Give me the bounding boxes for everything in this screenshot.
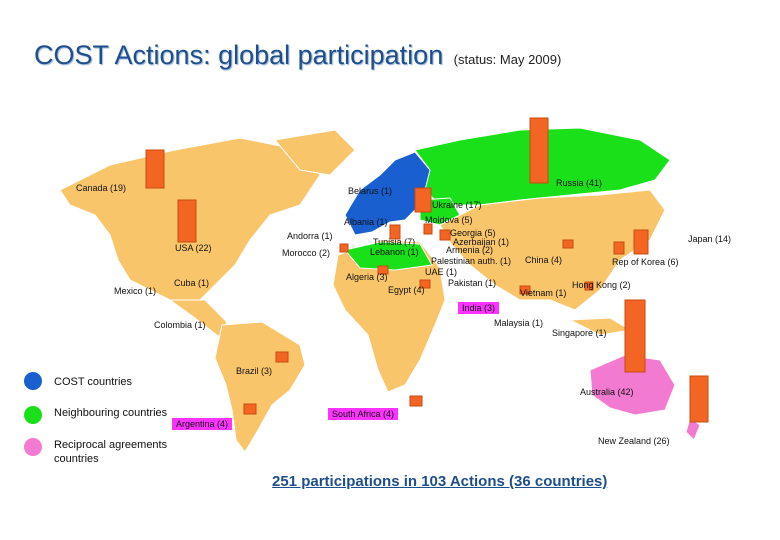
morocco-bar [339,243,349,253]
greenland-landmass [274,129,356,176]
label-canada: Canada (19) [76,183,127,193]
page-title: COST Actions: global participation [34,40,444,70]
ukraine-bar [414,187,432,213]
label-uae: UAE (1) [425,267,458,277]
india-bar [519,285,531,295]
label-algeria: Algeria (3) [346,272,388,282]
label-singapore: Singapore (1) [552,328,607,338]
label-lebanon: Lebanon (1) [370,247,419,257]
legend-label-neighbouring: Neighbouring countries [54,407,168,419]
usa-bar [177,199,197,243]
label-tunisia: Tunisia (7) [373,237,416,247]
participation-bars [145,117,709,423]
new-zealand-reciprocal-region [685,417,701,441]
legend-label-reciprocal: Reciprocal agreements countries [54,439,168,465]
label-usa: USA (22) [175,243,212,253]
russia-bar [529,117,549,184]
label-argentina: Argentina (4) [172,418,233,430]
new-zealand-bar [689,375,709,423]
label-mexico: Mexico (1) [114,286,157,296]
reciprocal-dot-icon [24,438,42,456]
neighbouring-dot-icon [24,406,42,424]
cost-dot-icon [24,372,42,390]
label-cuba: Cuba (1) [174,278,210,288]
tunisia-bar [389,224,401,240]
label-armenia: Armenia (2) [446,245,494,255]
label-ukraine: Ukraine (17) [432,200,482,210]
canada-bar [145,149,165,189]
label-russia: Russia (41) [556,178,603,188]
label-georgia: Georgia (5) [450,228,496,238]
korea-bar [613,241,625,255]
label-azerbaijan: Azerbaijan (1) [453,237,510,247]
label-andorra: Andorra (1) [287,231,333,241]
south-america-landmass [214,321,306,453]
footer-summary: 251 participations in 103 Actions (36 co… [272,473,608,490]
south-africa-bar [409,395,423,407]
label-japan: Japan (14) [688,234,732,244]
label-colombia: Colombia (1) [154,320,206,330]
algeria-bar [377,265,389,275]
moldova-bar [423,223,433,235]
label-hongkong: Hong Kong (2) [572,280,631,290]
label-belarus: Belarus (1) [348,186,393,196]
label-korea: Rep of Korea (6) [612,257,679,267]
label-newzealand: New Zealand (26) [598,436,670,446]
label-brazil: Brazil (3) [236,366,273,376]
georgia-bar [439,229,451,241]
label-malaysia: Malaysia (1) [494,318,544,328]
australia-bar [624,299,646,373]
brazil-bar [275,351,289,363]
asia-landmass [439,189,666,311]
label-india: India (3) [458,302,500,314]
label-egypt: Egypt (4) [388,285,425,295]
egypt-bar [419,279,431,289]
title-block: COST Actions: global participation (stat… [34,40,561,71]
argentina-bar [243,403,257,415]
japan-bar [633,229,649,255]
label-vietnam: Vietnam (1) [520,288,567,298]
page-subtitle: (status: May 2009) [453,52,562,67]
label-moldova: Moldova (5) [425,215,473,225]
label-australia: Australia (42) [580,387,634,397]
hong-kong-bar [584,281,594,291]
north-africa-neighbouring-region [344,241,433,271]
legend-label-cost: COST countries [54,376,133,388]
label-morocco: Morocco (2) [282,248,331,258]
label-pakistan: Pakistan (1) [448,278,497,288]
label-albania: Albania (1) [344,217,388,227]
label-palestinian: Palestinian auth. (1) [431,256,512,266]
china-bar [562,239,574,249]
africa-landmass [332,239,446,393]
label-china: China (4) [525,255,563,265]
label-south-africa: South Africa (4) [328,408,399,420]
